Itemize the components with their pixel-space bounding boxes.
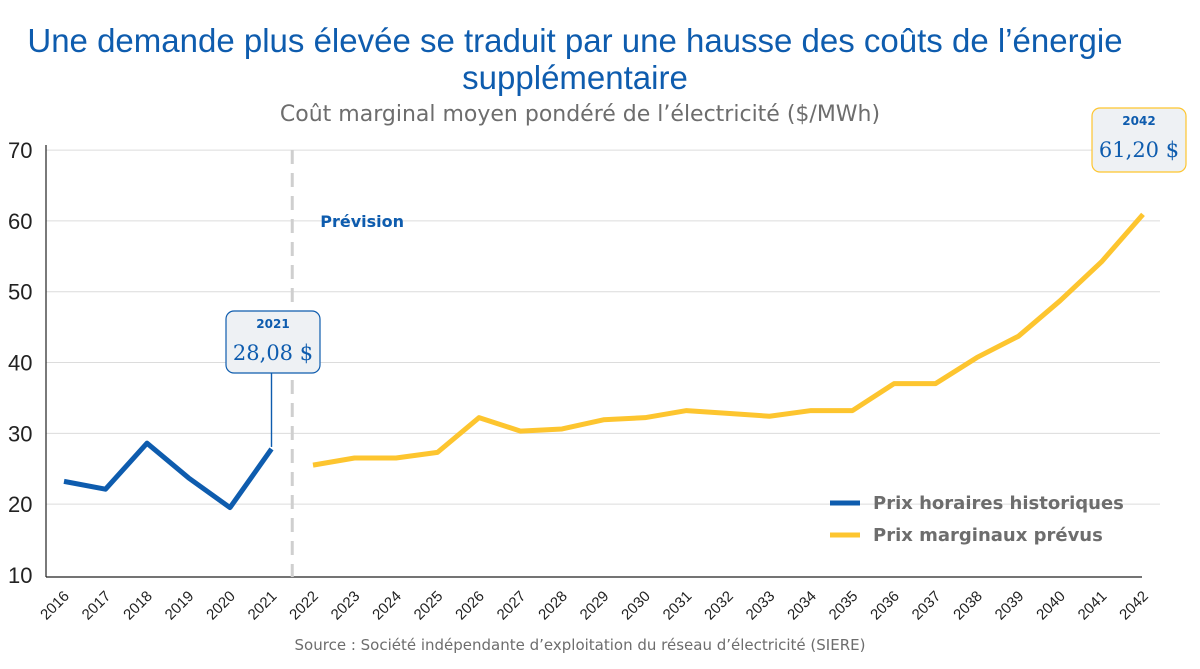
y-tick-label: 30 (8, 421, 32, 446)
x-tick-label: 2028 (535, 588, 571, 624)
x-tick-label: 2033 (743, 588, 779, 624)
grid-lines (46, 149, 1160, 505)
chart-subtitle: Coût marginal moyen pondéré de l’électri… (279, 102, 881, 127)
x-tick-label: 2016 (37, 588, 73, 624)
callout-value: 61,20 $ (1099, 138, 1179, 162)
x-tick-label: 2036 (867, 588, 903, 624)
x-tick-label: 2024 (369, 588, 405, 624)
y-tick-label: 10 (8, 563, 32, 588)
x-tick-label: 2026 (452, 588, 488, 624)
x-tick-label: 2020 (203, 588, 239, 624)
callout-box (225, 310, 321, 374)
y-tick-label: 70 (8, 138, 32, 163)
x-tick-label: 2022 (286, 588, 322, 624)
callout-year: 2042 (1122, 114, 1155, 128)
legend-label: Prix marginaux prévus (873, 525, 1103, 546)
x-tick-label: 2037 (909, 588, 945, 624)
callout-box (1091, 107, 1187, 173)
x-tick-label: 2017 (79, 588, 115, 624)
y-axis-ticks: 10 20 30 40 50 60 70 (8, 138, 32, 588)
x-tick-label: 2027 (494, 588, 530, 624)
callout-2042: 2042 61,20 $ (1091, 107, 1187, 173)
y-tick-label: 60 (8, 209, 32, 234)
x-tick-label: 2042 (1116, 588, 1152, 624)
series-line-forecast (312, 212, 1145, 468)
x-tick-label: 2039 (992, 588, 1028, 624)
x-tick-label: 2035 (826, 588, 862, 624)
x-tick-label: 2040 (1033, 588, 1069, 624)
x-tick-label: 2021 (245, 588, 281, 624)
chart-title: Une demande plus élevée se traduit par u… (27, 22, 1123, 96)
x-tick-label: 2029 (577, 588, 613, 624)
x-tick-label: 2030 (618, 588, 654, 624)
x-tick-label: 2018 (120, 588, 156, 624)
x-tick-label: 2034 (784, 588, 820, 624)
forecast-label: Prévision (320, 212, 404, 231)
callout-value: 28,08 $ (233, 341, 313, 365)
series-line-historical (63, 440, 274, 511)
x-tick-label: 2032 (701, 588, 737, 624)
y-tick-label: 20 (8, 492, 32, 517)
series-lines (63, 212, 1145, 511)
legend: Prix horaires historiques Prix marginaux … (830, 493, 1124, 546)
x-tick-label: 2023 (328, 588, 364, 624)
x-tick-label: 2025 (411, 588, 447, 624)
y-tick-label: 40 (8, 351, 32, 376)
x-axis-ticks: 2016 2017 2018 2019 2020 2021 2022 2023 2024 2025… (37, 588, 1152, 624)
callouts: 2021 28,08 $ 2042 61,20 $ (225, 107, 1187, 447)
x-tick-label: 2038 (950, 588, 986, 624)
x-tick-label: 2019 (162, 588, 198, 624)
callout-2021: 2021 28,08 $ (225, 310, 321, 447)
x-tick-label: 2041 (1075, 588, 1111, 624)
legend-label: Prix horaires historiques (873, 493, 1124, 514)
source-note: Source : Société indépendante d’exploita… (294, 636, 866, 654)
y-tick-label: 50 (8, 280, 32, 305)
callout-year: 2021 (256, 317, 289, 331)
x-tick-label: 2031 (660, 588, 696, 624)
